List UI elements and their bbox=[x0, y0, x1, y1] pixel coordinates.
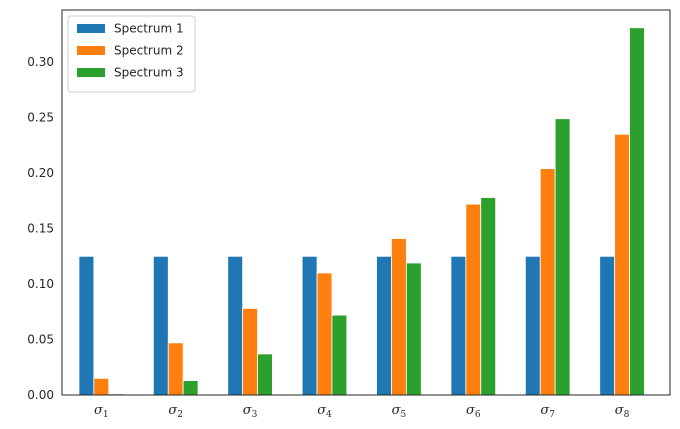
bar-series-2-cat-6 bbox=[465, 203, 482, 396]
x-tick-label: σ7 bbox=[540, 403, 555, 420]
bar-series-1-cat-2 bbox=[152, 255, 169, 396]
bar-series-1-cat-4 bbox=[301, 255, 318, 396]
x-tick-label: σ8 bbox=[615, 403, 630, 420]
bar-series-1-cat-6 bbox=[450, 255, 467, 396]
bar-series-1-cat-5 bbox=[376, 255, 392, 396]
y-axis: 0.00 0.05 0.10 0.15 0.20 0.25 0.30 bbox=[27, 55, 54, 402]
bar-series-3-cat-7 bbox=[554, 118, 571, 396]
y-tick-label: 0.00 bbox=[27, 388, 54, 402]
y-tick-label: 0.30 bbox=[27, 55, 54, 69]
bars-group bbox=[78, 27, 645, 396]
y-tick-label: 0.05 bbox=[27, 333, 54, 347]
bar-series-3-cat-2 bbox=[182, 380, 199, 396]
bar-series-2-cat-5 bbox=[391, 238, 407, 396]
x-tick-label: σ1 bbox=[94, 403, 109, 420]
bar-series-1-cat-7 bbox=[524, 255, 541, 396]
plot-frame bbox=[61, 9, 671, 396]
x-tick-label: σ2 bbox=[168, 403, 183, 420]
legend-label: Spectrum 2 bbox=[114, 44, 184, 58]
bar-series-3-cat-3 bbox=[257, 353, 273, 396]
x-tick-label: σ5 bbox=[392, 403, 407, 420]
bar-series-2-cat-7 bbox=[539, 168, 556, 396]
y-tick-label: 0.20 bbox=[27, 166, 54, 180]
y-tick-label: 0.10 bbox=[27, 277, 54, 291]
legend-swatch bbox=[77, 24, 105, 33]
bar-series-1-cat-8 bbox=[599, 255, 616, 396]
bar-series-3-cat-8 bbox=[629, 27, 645, 396]
x-tick-label: σ3 bbox=[243, 403, 258, 420]
bar-series-2-cat-2 bbox=[167, 342, 184, 396]
bar-series-2-cat-1 bbox=[93, 377, 110, 396]
bar-series-2-cat-8 bbox=[614, 133, 630, 396]
x-tick-label: σ4 bbox=[317, 403, 332, 420]
bar-series-3-cat-6 bbox=[480, 197, 497, 396]
legend-label: Spectrum 3 bbox=[114, 66, 184, 80]
bar-series-3-cat-5 bbox=[405, 262, 422, 396]
bar-series-2-cat-4 bbox=[316, 272, 333, 396]
bar-series-1-cat-3 bbox=[227, 255, 244, 396]
bar-series-1-cat-1 bbox=[78, 255, 95, 396]
bar-series-2-cat-3 bbox=[242, 308, 258, 396]
y-tick-label: 0.15 bbox=[27, 222, 54, 236]
legend-swatch bbox=[77, 68, 105, 77]
legend: Spectrum 1 Spectrum 2 Spectrum 3 bbox=[67, 15, 196, 93]
x-tick-label: σ6 bbox=[466, 403, 481, 420]
bar-series-3-cat-4 bbox=[331, 314, 348, 396]
legend-label: Spectrum 1 bbox=[114, 22, 184, 36]
legend-swatch bbox=[77, 46, 105, 55]
x-axis: σ1 σ2 σ3 σ4 σ5 σ6 σ7 σ8 bbox=[94, 403, 630, 420]
y-tick-label: 0.25 bbox=[27, 111, 54, 125]
